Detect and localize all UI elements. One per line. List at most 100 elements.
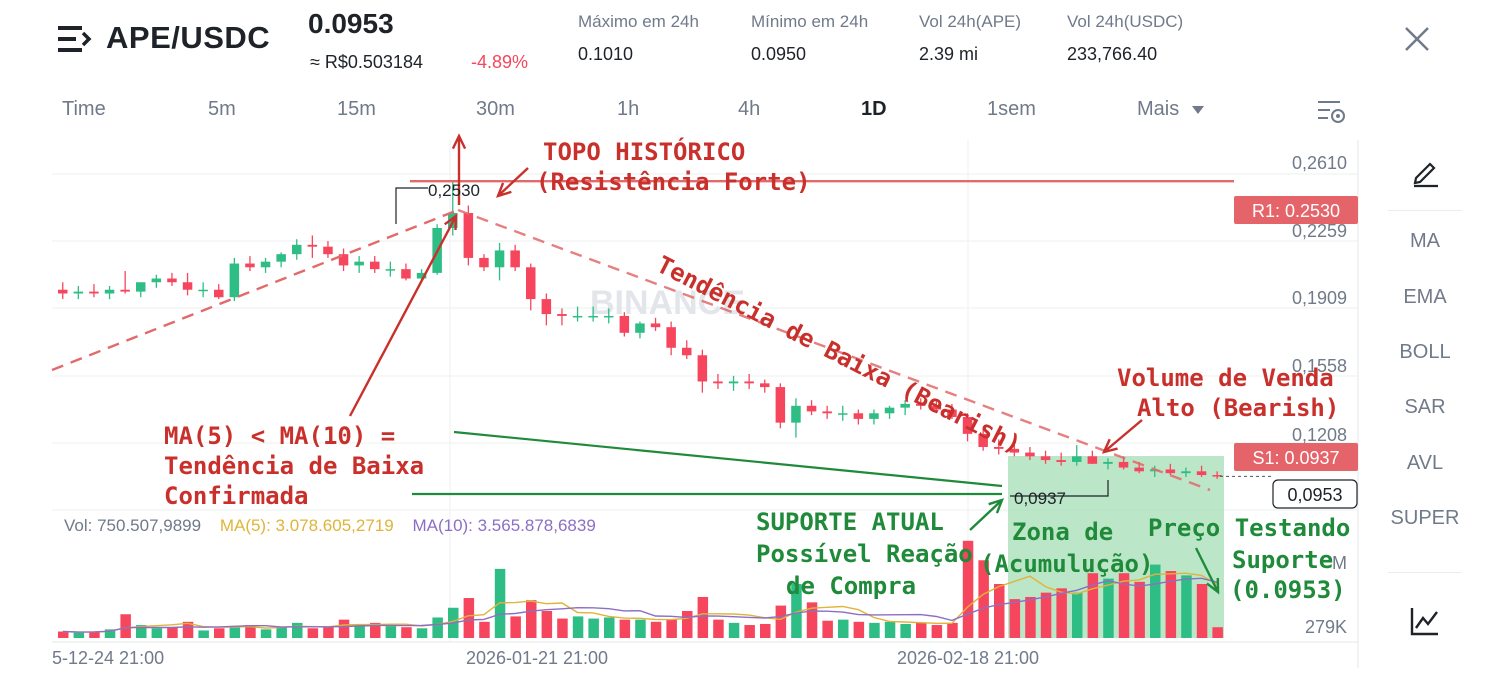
volume-bar [385, 626, 397, 638]
support-label-2: Possível Reação [756, 540, 973, 568]
stat-label: Máximo em 24h [578, 12, 699, 31]
candle-body [853, 413, 864, 419]
candle-body [229, 263, 240, 298]
side-divider [1388, 572, 1462, 573]
candle-body [416, 272, 427, 279]
candle-body [994, 446, 1004, 449]
volume-bar [1040, 592, 1052, 638]
candle-body [806, 405, 817, 412]
candle-body [1196, 471, 1207, 476]
ma-label-2: Tendência de Baixa [164, 452, 424, 480]
support-marker [1010, 480, 1109, 497]
volume-ma-lines [62, 572, 1218, 633]
indicator-sar[interactable]: SAR [1404, 396, 1446, 418]
volume-bar [1150, 564, 1161, 638]
volume-bar [1118, 573, 1130, 638]
candle-body [58, 289, 68, 294]
sell-volume-label-1: Volume de Venda [1117, 364, 1334, 392]
indicator-ema[interactable]: EMA [1403, 286, 1447, 308]
candle-body [494, 250, 505, 268]
interval-more[interactable]: Mais [1137, 98, 1205, 121]
candle-body [572, 315, 583, 318]
volume-bar [58, 631, 69, 638]
interval-1h[interactable]: 1h [617, 98, 640, 120]
ath-pointer-arrow-head [495, 182, 512, 198]
candle-body [1212, 475, 1222, 477]
volume-bar [1134, 581, 1145, 638]
candles [58, 181, 1222, 479]
support-label-3: de Compra [786, 572, 916, 600]
ath-pointer-arrow [497, 167, 529, 197]
price-brl: ≈ R$0.503184 [310, 52, 423, 72]
volume-bar [822, 620, 833, 638]
candle-body [1103, 461, 1113, 464]
indicator-avl[interactable]: AVL [1406, 452, 1444, 474]
support-tag-label: S1: 0.0937 [1252, 448, 1339, 468]
volume-bar [728, 622, 740, 638]
close-icon[interactable] [1400, 22, 1434, 56]
ath-subtitle: (Resistência Forte) [536, 168, 811, 196]
chart-settings-icon[interactable] [1316, 98, 1348, 126]
candle-body [666, 327, 676, 348]
ath-value-label: 0,2530 [428, 181, 480, 200]
time-axis: 5-12-24 21:00 2026-01-21 21:00 2026-02-18 … [52, 648, 1039, 668]
volume-bar [572, 616, 584, 638]
interval-1d[interactable]: 1D [861, 98, 887, 120]
indicator-super[interactable]: SUPER [1390, 507, 1460, 529]
volume-bar [713, 619, 724, 638]
candle-body [463, 213, 474, 258]
interval-1w[interactable]: 1sem [987, 98, 1036, 120]
stat-value: 2.39 mi [919, 44, 979, 64]
resistance-tag [1234, 196, 1358, 224]
candle-body [354, 261, 364, 266]
sell-volume-arrow-head [1101, 438, 1118, 454]
volume-ma10-line [62, 577, 1218, 633]
candle-body [1040, 456, 1051, 461]
interval-time[interactable]: Time [62, 98, 106, 120]
price-tick-label: 0,2259 [1292, 221, 1347, 241]
volume-ma5-line [62, 572, 1218, 633]
volume-bar [994, 584, 1005, 638]
indicator-boll[interactable]: BOLL [1399, 341, 1451, 363]
candle-body [323, 246, 333, 255]
interval-30m[interactable]: 30m [476, 98, 515, 120]
candle-body [619, 315, 630, 333]
volume-bar [697, 596, 709, 638]
interval-15m[interactable]: 15m [337, 98, 376, 120]
volume-bar [89, 631, 100, 638]
header: APE/USDC 0.0953 ≈ R$0.503184 -4.89% Máxi… [0, 0, 1488, 86]
candle-body [650, 323, 661, 328]
candle-body [151, 278, 162, 283]
support-arrow-head [988, 498, 1005, 514]
candle-body [588, 315, 598, 318]
time-tick-label: 2026-01-21 21:00 [466, 648, 608, 668]
volume-bar [760, 623, 771, 638]
ath-title: TOPO HISTÓRICO [543, 136, 745, 166]
watermark-text: BINANCE [590, 284, 745, 322]
volume-bar [276, 627, 287, 638]
stat-label: Mínimo em 24h [751, 12, 869, 31]
candle-body [510, 250, 520, 268]
zone-label-1: Zona de [1012, 518, 1113, 546]
support-arrow [969, 499, 1003, 531]
volume-bar [869, 622, 880, 638]
interval-4h[interactable]: 4h [738, 98, 761, 120]
volume-bar [323, 627, 334, 638]
downtrend-label: Tendência de Baixa (Bearish) [652, 250, 1025, 459]
volume-bar [541, 611, 553, 638]
draw-pen-icon[interactable] [1410, 156, 1442, 188]
indicator-ma[interactable]: MA [1410, 230, 1440, 252]
price-test-arrow-head [1206, 577, 1220, 595]
volume-bar [229, 627, 241, 638]
indicator-chart-icon[interactable] [1408, 604, 1442, 638]
pair-title[interactable]: APE/USDC [106, 20, 271, 55]
volume-bar [962, 540, 974, 638]
menu-icon[interactable] [58, 24, 92, 54]
candle-body [791, 405, 801, 423]
volume-bar [853, 621, 865, 638]
caret-down-icon [1191, 106, 1204, 114]
volume-bar [588, 618, 599, 638]
interval-5m[interactable]: 5m [208, 98, 236, 120]
candle-body [1056, 460, 1066, 462]
